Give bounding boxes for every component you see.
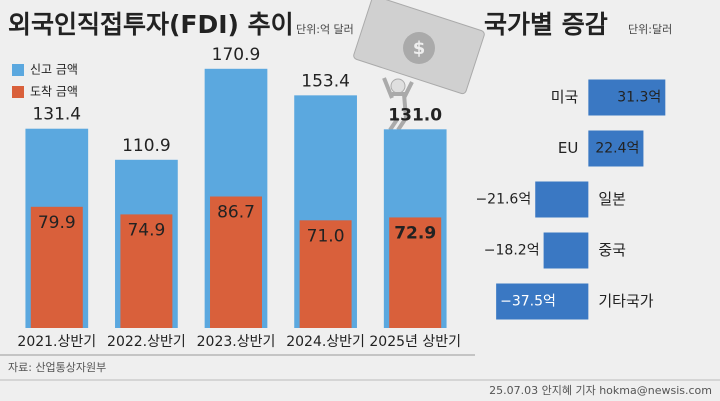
left-unit: 단위:억 달러	[296, 23, 354, 36]
x-tick-label: 2021.상반기	[17, 334, 96, 350]
category-label: 중국	[598, 241, 626, 259]
left-title: 외국인직접투자(FDI) 추이	[8, 10, 294, 39]
bar	[210, 196, 262, 328]
value-label: −21.6억	[475, 192, 531, 208]
value-label: 110.9	[122, 136, 171, 156]
value-label: 74.9	[127, 220, 165, 240]
x-tick-label: 2022.상반기	[107, 334, 186, 350]
byline: 25.07.03 안지혜 기자 hokma@newsis.com	[489, 384, 712, 397]
legend-label: 신고 금액	[30, 63, 78, 77]
bar	[120, 214, 173, 328]
category-label: 미국	[551, 88, 579, 106]
bar	[30, 206, 83, 328]
right-unit: 단위:달러	[628, 23, 672, 36]
source: 자료: 산업통상자원부	[8, 361, 106, 374]
category-label: EU	[558, 139, 578, 157]
value-label: 170.9	[212, 45, 261, 65]
value-label: 131.0	[388, 105, 442, 125]
x-tick-label: 2023.상반기	[197, 334, 276, 350]
value-label: 71.0	[307, 226, 345, 246]
legend-swatch	[12, 86, 24, 98]
bar	[389, 217, 442, 328]
x-tick-label: 2025년 상반기	[369, 334, 461, 350]
value-label: 131.4	[32, 105, 81, 125]
legend-swatch	[12, 64, 24, 76]
x-tick-label: 2024.상반기	[286, 334, 365, 350]
legend-label: 도착 금액	[30, 85, 78, 99]
value-label: 31.3억	[617, 90, 661, 106]
category-label: 기타국가	[598, 292, 653, 310]
bar	[535, 181, 589, 218]
bar	[588, 79, 666, 116]
value-label: 79.9	[38, 213, 76, 233]
bar	[299, 220, 352, 328]
bar	[588, 130, 644, 167]
value-label: 72.9	[394, 223, 436, 243]
bar	[496, 283, 589, 320]
category-label: 일본	[598, 190, 626, 208]
value-label: −18.2억	[484, 243, 540, 259]
right-title: 국가별 증감	[484, 10, 608, 39]
value-label: 153.4	[301, 71, 350, 91]
svg-text:$: $	[413, 38, 426, 59]
value-label: 86.7	[217, 203, 255, 223]
value-label: −37.5억	[500, 294, 556, 310]
value-label: 22.4억	[595, 141, 639, 157]
illustration: $	[353, 0, 485, 132]
bar	[543, 232, 589, 269]
